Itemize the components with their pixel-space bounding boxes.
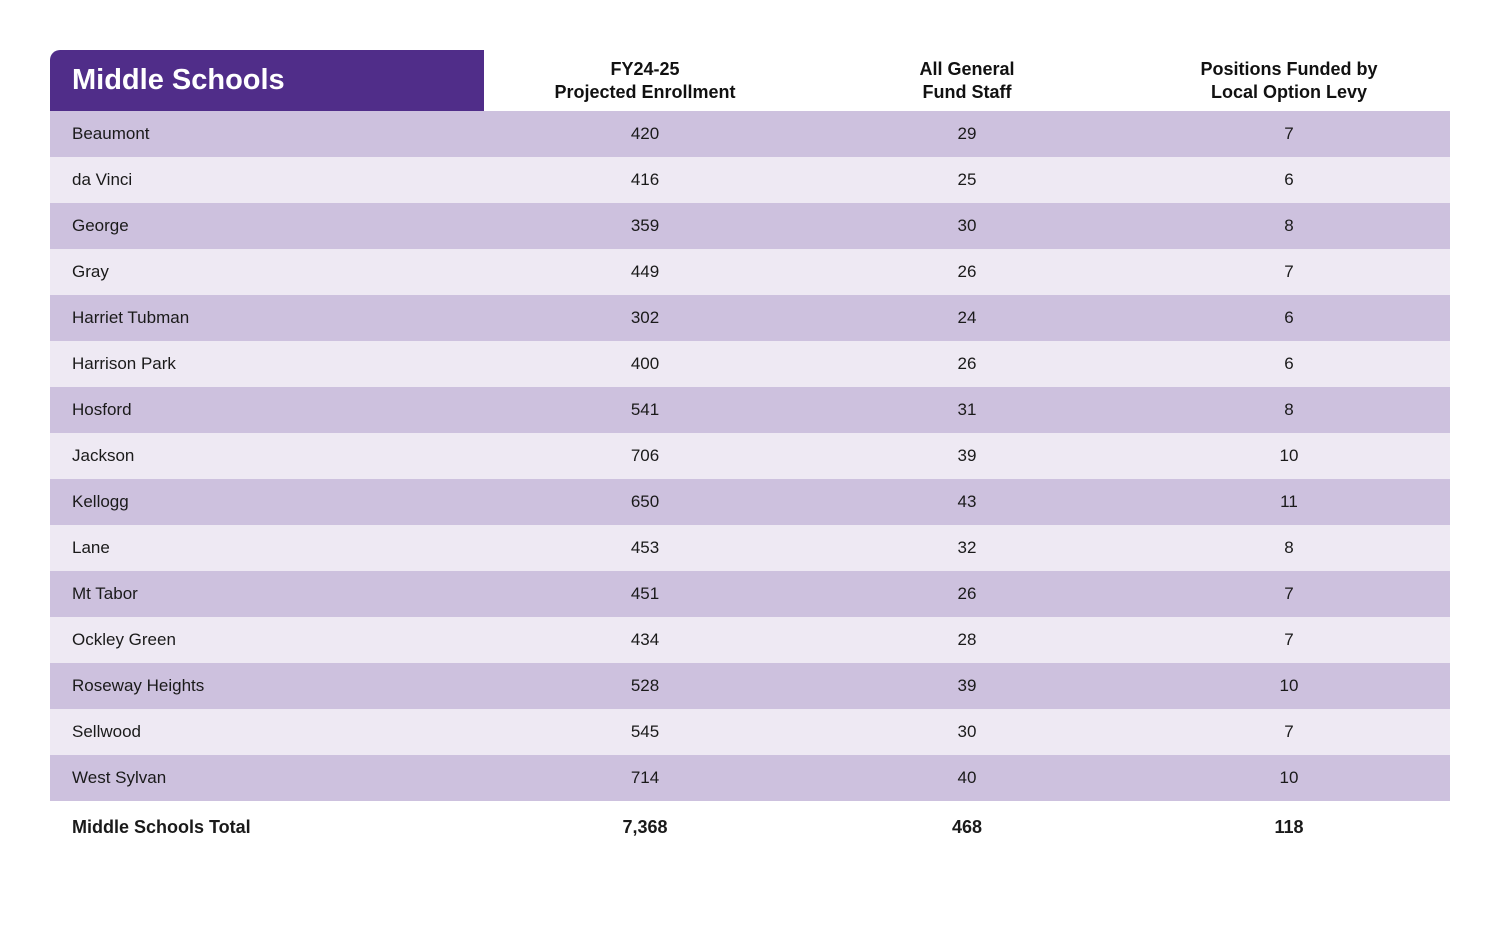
school-name: George bbox=[50, 203, 484, 249]
table-row: da Vinci416256 bbox=[50, 157, 1450, 203]
staff-value: 32 bbox=[806, 525, 1128, 571]
table-row: Roseway Heights5283910 bbox=[50, 663, 1450, 709]
staff-value: 26 bbox=[806, 571, 1128, 617]
enrollment-value: 434 bbox=[484, 617, 806, 663]
levy-value: 7 bbox=[1128, 571, 1450, 617]
total-staff: 468 bbox=[806, 801, 1128, 854]
staff-value: 29 bbox=[806, 111, 1128, 157]
col-header-levy-l2: Local Option Levy bbox=[1211, 82, 1367, 102]
enrollment-value: 453 bbox=[484, 525, 806, 571]
enrollment-value: 714 bbox=[484, 755, 806, 801]
levy-value: 7 bbox=[1128, 249, 1450, 295]
table-row: Harrison Park400266 bbox=[50, 341, 1450, 387]
total-row: Middle Schools Total 7,368 468 118 bbox=[50, 801, 1450, 854]
staff-value: 26 bbox=[806, 249, 1128, 295]
col-header-enrollment-l2: Projected Enrollment bbox=[554, 82, 735, 102]
table-row: Mt Tabor451267 bbox=[50, 571, 1450, 617]
enrollment-value: 359 bbox=[484, 203, 806, 249]
staff-value: 30 bbox=[806, 203, 1128, 249]
enrollment-value: 302 bbox=[484, 295, 806, 341]
levy-value: 10 bbox=[1128, 663, 1450, 709]
school-name: Jackson bbox=[50, 433, 484, 479]
levy-value: 10 bbox=[1128, 433, 1450, 479]
levy-value: 7 bbox=[1128, 617, 1450, 663]
levy-value: 7 bbox=[1128, 709, 1450, 755]
staff-value: 28 bbox=[806, 617, 1128, 663]
school-name: Kellogg bbox=[50, 479, 484, 525]
enrollment-value: 451 bbox=[484, 571, 806, 617]
staff-value: 39 bbox=[806, 663, 1128, 709]
staff-value: 40 bbox=[806, 755, 1128, 801]
col-header-enrollment: FY24-25 Projected Enrollment bbox=[484, 50, 806, 111]
levy-value: 11 bbox=[1128, 479, 1450, 525]
col-header-staff: All General Fund Staff bbox=[806, 50, 1128, 111]
levy-value: 6 bbox=[1128, 157, 1450, 203]
table-row: Jackson7063910 bbox=[50, 433, 1450, 479]
table-row: Beaumont420297 bbox=[50, 111, 1450, 157]
table-row: Gray449267 bbox=[50, 249, 1450, 295]
staff-value: 24 bbox=[806, 295, 1128, 341]
col-header-levy: Positions Funded by Local Option Levy bbox=[1128, 50, 1450, 111]
staff-value: 43 bbox=[806, 479, 1128, 525]
enrollment-value: 650 bbox=[484, 479, 806, 525]
table-row: Harriet Tubman302246 bbox=[50, 295, 1450, 341]
school-name: Mt Tabor bbox=[50, 571, 484, 617]
table-row: Kellogg6504311 bbox=[50, 479, 1450, 525]
col-header-enrollment-l1: FY24-25 bbox=[610, 59, 679, 79]
staff-value: 25 bbox=[806, 157, 1128, 203]
enrollment-value: 706 bbox=[484, 433, 806, 479]
school-name: Beaumont bbox=[50, 111, 484, 157]
school-name: Gray bbox=[50, 249, 484, 295]
levy-value: 6 bbox=[1128, 341, 1450, 387]
table-row: Hosford541318 bbox=[50, 387, 1450, 433]
school-name: Hosford bbox=[50, 387, 484, 433]
levy-value: 7 bbox=[1128, 111, 1450, 157]
enrollment-value: 449 bbox=[484, 249, 806, 295]
enrollment-value: 400 bbox=[484, 341, 806, 387]
table-body: Beaumont420297da Vinci416256George359308… bbox=[50, 111, 1450, 801]
table-title: Middle Schools bbox=[50, 50, 484, 111]
levy-value: 8 bbox=[1128, 387, 1450, 433]
middle-schools-table: Middle Schools FY24-25 Projected Enrollm… bbox=[50, 50, 1450, 854]
total-label: Middle Schools Total bbox=[50, 801, 484, 854]
enrollment-value: 528 bbox=[484, 663, 806, 709]
school-name: Lane bbox=[50, 525, 484, 571]
levy-value: 8 bbox=[1128, 203, 1450, 249]
levy-value: 8 bbox=[1128, 525, 1450, 571]
enrollment-value: 420 bbox=[484, 111, 806, 157]
table-row: George359308 bbox=[50, 203, 1450, 249]
table-row: West Sylvan7144010 bbox=[50, 755, 1450, 801]
total-enrollment: 7,368 bbox=[484, 801, 806, 854]
header-row: Middle Schools FY24-25 Projected Enrollm… bbox=[50, 50, 1450, 111]
levy-value: 6 bbox=[1128, 295, 1450, 341]
enrollment-value: 416 bbox=[484, 157, 806, 203]
school-name: Ockley Green bbox=[50, 617, 484, 663]
col-header-staff-l1: All General bbox=[919, 59, 1014, 79]
total-levy: 118 bbox=[1128, 801, 1450, 854]
levy-value: 10 bbox=[1128, 755, 1450, 801]
staff-value: 39 bbox=[806, 433, 1128, 479]
enrollment-value: 541 bbox=[484, 387, 806, 433]
table-row: Lane453328 bbox=[50, 525, 1450, 571]
school-name: Harriet Tubman bbox=[50, 295, 484, 341]
staff-value: 31 bbox=[806, 387, 1128, 433]
col-header-levy-l1: Positions Funded by bbox=[1200, 59, 1377, 79]
staff-value: 30 bbox=[806, 709, 1128, 755]
staff-value: 26 bbox=[806, 341, 1128, 387]
col-header-staff-l2: Fund Staff bbox=[923, 82, 1012, 102]
school-name: da Vinci bbox=[50, 157, 484, 203]
table-row: Sellwood545307 bbox=[50, 709, 1450, 755]
school-name: Roseway Heights bbox=[50, 663, 484, 709]
school-name: Harrison Park bbox=[50, 341, 484, 387]
school-name: Sellwood bbox=[50, 709, 484, 755]
school-name: West Sylvan bbox=[50, 755, 484, 801]
enrollment-value: 545 bbox=[484, 709, 806, 755]
table-row: Ockley Green434287 bbox=[50, 617, 1450, 663]
